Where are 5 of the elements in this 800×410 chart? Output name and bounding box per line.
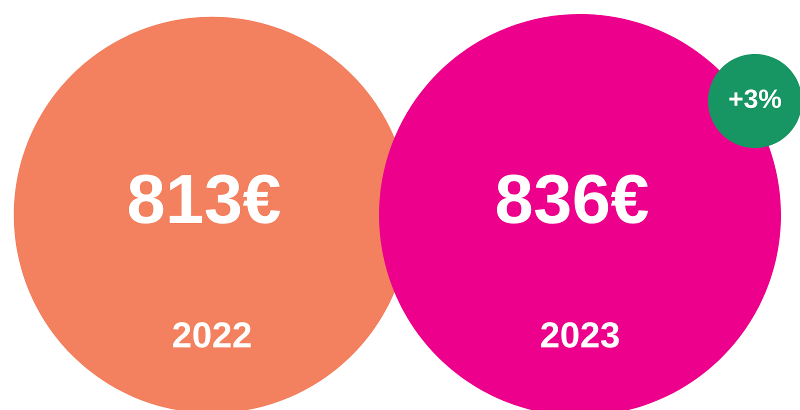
text: +3% (729, 89, 782, 108)
data-label: 813€ (128, 174, 280, 224)
category-label: 2023 (541, 322, 619, 348)
data-label: 836€ (496, 174, 648, 224)
category-label: 2022 (173, 322, 251, 348)
